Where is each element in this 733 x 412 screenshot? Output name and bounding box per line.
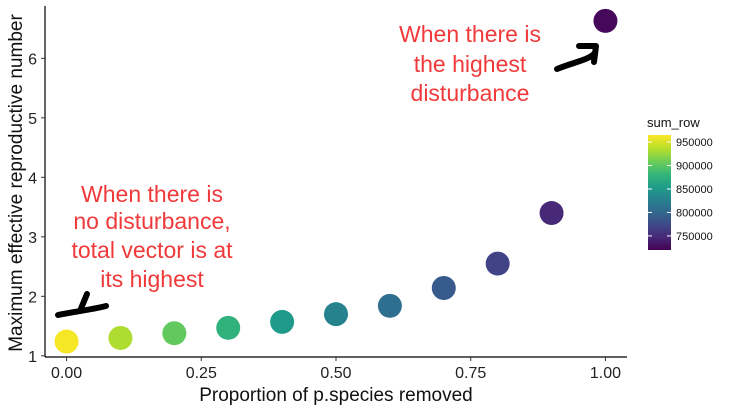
arrow-icon	[554, 50, 598, 72]
x-tick-label: 0.25	[186, 365, 217, 382]
annotation-line: disturbance	[411, 80, 530, 106]
data-point	[377, 293, 402, 318]
y-tick-label: 3	[28, 230, 37, 247]
y-tick-label: 6	[28, 51, 37, 68]
plot-area: 0.00 0.25 0.50 0.75 1.00 1 2 3 4 5 6	[28, 6, 627, 382]
y-axis-title: Maximum effective reproductive number	[6, 14, 27, 352]
annotation-line: the highest	[414, 51, 527, 77]
x-tick-label: 0.50	[320, 365, 351, 382]
arrowhead-icon	[576, 43, 599, 65]
legend-tick-label: 850000	[676, 184, 713, 196]
arrowhead-icon	[77, 291, 90, 314]
legend-tick-label: 750000	[676, 231, 713, 243]
data-point	[539, 201, 564, 226]
annotation-highest-disturbance: When there is the highest disturbance	[399, 21, 599, 106]
data-point	[216, 315, 241, 340]
y-tick-label: 4	[28, 170, 37, 187]
annotation-line: no disturbance,	[73, 208, 230, 234]
data-point	[593, 8, 618, 33]
data-points	[54, 8, 618, 354]
annotation-line: When there is	[399, 21, 541, 47]
data-point	[108, 325, 133, 350]
annotation-line: total vector is at	[71, 237, 233, 263]
data-point	[162, 321, 187, 346]
x-axis-title: Proportion of p.species removed	[199, 385, 473, 406]
x-axis-ticks: 0.00 0.25 0.50 0.75 1.00	[51, 357, 621, 382]
legend-colorbar	[648, 135, 671, 250]
data-point	[324, 302, 348, 327]
y-tick-label: 5	[28, 111, 37, 128]
x-tick-label: 1.00	[590, 365, 621, 382]
legend-tick-label: 800000	[676, 207, 713, 219]
y-tick-label: 1	[28, 349, 37, 366]
data-point	[485, 251, 510, 276]
data-point	[270, 309, 295, 334]
legend-tick-label: 950000	[676, 137, 713, 149]
data-point	[431, 275, 456, 300]
x-tick-label: 0.00	[51, 365, 82, 382]
legend-tick-label: 900000	[676, 161, 713, 173]
annotation-no-disturbance: When there is no disturbance, total vect…	[55, 181, 233, 318]
annotation-line: When there is	[81, 181, 223, 207]
y-tick-label: 2	[28, 289, 37, 306]
y-axis-ticks: 1 2 3 4 5 6	[28, 51, 45, 366]
legend: sum_row 950000 900000 850000 800000 750000	[647, 115, 713, 250]
x-tick-label: 0.75	[455, 365, 486, 382]
legend-title: sum_row	[647, 115, 700, 130]
annotation-line: its highest	[100, 266, 204, 292]
data-point	[54, 329, 79, 354]
legend-ticks: 950000 900000 850000 800000 750000	[648, 137, 713, 243]
